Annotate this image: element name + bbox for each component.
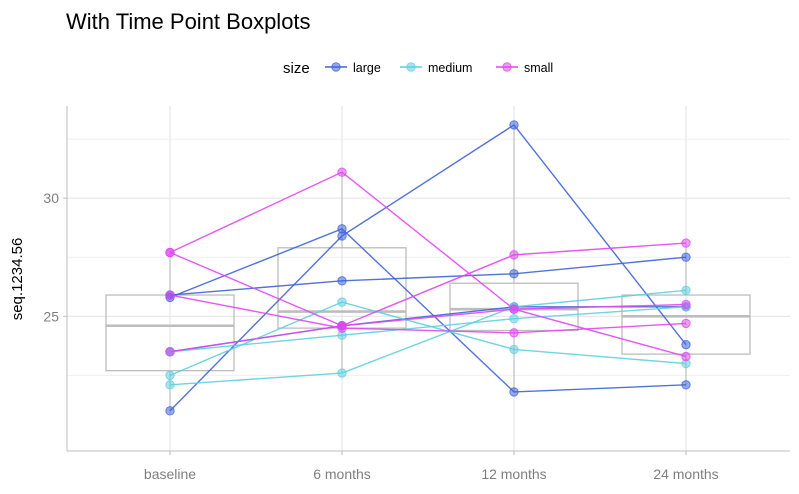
series-line-medium bbox=[169, 289, 687, 386]
legend-item-small: small bbox=[496, 61, 553, 75]
data-point-small bbox=[681, 299, 691, 310]
data-point-small bbox=[509, 250, 519, 260]
data-point-small bbox=[509, 304, 519, 314]
data-point-small bbox=[681, 238, 691, 248]
y-tick-label: 30 bbox=[43, 190, 59, 206]
series-line-large bbox=[169, 228, 687, 393]
series-line-medium bbox=[169, 301, 687, 377]
legend-item-large: large bbox=[325, 61, 381, 75]
data-point-large bbox=[681, 380, 691, 390]
data-point-large bbox=[509, 387, 519, 397]
y-axis-title: seq.1234.56 bbox=[9, 238, 26, 321]
series-line-large bbox=[169, 306, 686, 353]
data-point-small bbox=[681, 351, 691, 362]
data-point-large bbox=[509, 269, 519, 279]
x-tick-label: baseline bbox=[144, 466, 196, 482]
x-tick-label: 6 months bbox=[313, 466, 371, 482]
series-line-small bbox=[169, 303, 687, 353]
data-point-large bbox=[681, 339, 691, 350]
data-point-small bbox=[165, 290, 175, 300]
data-point-small bbox=[681, 318, 691, 329]
data-point-small bbox=[165, 347, 175, 357]
legend-key-point bbox=[502, 62, 512, 72]
series-line-small bbox=[169, 294, 687, 334]
legend-label: medium bbox=[428, 61, 472, 75]
data-point-medium bbox=[509, 313, 519, 324]
data-point-large bbox=[509, 120, 519, 130]
x-tick-label: 24 months bbox=[653, 466, 718, 482]
data-point-small bbox=[337, 321, 347, 331]
legend-item-medium: medium bbox=[400, 61, 472, 75]
plot-panel: 25 30 baseline 6 months 12 months 24 months bbox=[43, 106, 790, 482]
legend-key-point bbox=[331, 62, 341, 72]
data-point-medium bbox=[509, 344, 519, 355]
legend: size large medium small bbox=[283, 60, 553, 77]
x-tick-label: 12 months bbox=[481, 466, 546, 482]
data-point-small bbox=[509, 328, 519, 338]
data-point-small bbox=[337, 167, 347, 177]
data-point-medium bbox=[165, 380, 175, 390]
series-line-medium bbox=[169, 306, 687, 353]
series-line-small bbox=[169, 242, 687, 327]
data-point-medium bbox=[681, 285, 691, 296]
legend-label: small bbox=[524, 61, 553, 75]
series-line-small bbox=[169, 171, 687, 358]
data-point-small bbox=[165, 247, 175, 258]
data-point-large bbox=[681, 252, 691, 262]
series-line-large bbox=[169, 123, 687, 412]
data-point-medium bbox=[337, 297, 347, 307]
legend-key-point bbox=[406, 62, 416, 72]
data-point-medium bbox=[165, 370, 175, 381]
data-point-large bbox=[337, 276, 347, 286]
data-point-medium bbox=[337, 368, 347, 378]
y-tick-label: 25 bbox=[43, 308, 59, 324]
legend-label: large bbox=[353, 61, 381, 75]
legend-title: size bbox=[283, 60, 310, 77]
data-point-large bbox=[165, 406, 175, 416]
data-point-large bbox=[337, 224, 347, 234]
chart-title: With Time Point Boxplots bbox=[66, 9, 311, 34]
series-line-large bbox=[169, 256, 687, 296]
